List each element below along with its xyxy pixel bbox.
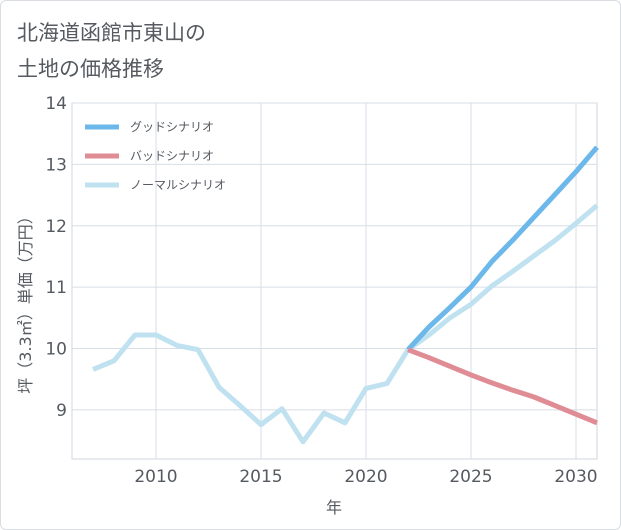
- chart-title-line-1: 北海道函館市東山の: [17, 21, 206, 45]
- y-axis-title: 坪（3.3㎡）単価（万円）: [16, 208, 35, 393]
- series-line-2: [92, 203, 599, 445]
- series-lines: [92, 145, 599, 445]
- y-tick-label: 9: [56, 401, 67, 421]
- y-tick-label: 13: [45, 155, 67, 175]
- plot-area: [71, 102, 598, 460]
- series-line-1: [407, 347, 598, 426]
- chart-title-line-2: 土地の価格推移: [17, 57, 164, 81]
- x-tick-label: 2020: [344, 467, 387, 487]
- legend-label-1: バッドシナリオ: [130, 149, 214, 163]
- series-line-0: [406, 145, 599, 352]
- x-tick-label: 2010: [134, 467, 177, 487]
- chart-title: 北海道函館市東山の 土地の価格推移: [17, 15, 206, 87]
- y-tick-label: 14: [45, 94, 67, 114]
- grid: [72, 102, 597, 459]
- x-tick-label: 2015: [239, 467, 282, 487]
- x-tick-labels: 2010 2015 2020 2025 2030: [134, 467, 597, 487]
- y-tick-label: 10: [45, 340, 67, 360]
- x-tick-label: 2025: [449, 467, 492, 487]
- legend-label-0: グッドシナリオ: [130, 120, 214, 134]
- y-tick-labels: 9 10 11 12 13 14: [45, 94, 67, 421]
- x-tick-label: 2030: [554, 467, 597, 487]
- legend-label-2: ノーマルシナリオ: [130, 178, 226, 192]
- y-tick-label: 11: [45, 278, 67, 298]
- y-tick-label: 12: [45, 217, 67, 237]
- x-axis-title: 年: [326, 498, 342, 517]
